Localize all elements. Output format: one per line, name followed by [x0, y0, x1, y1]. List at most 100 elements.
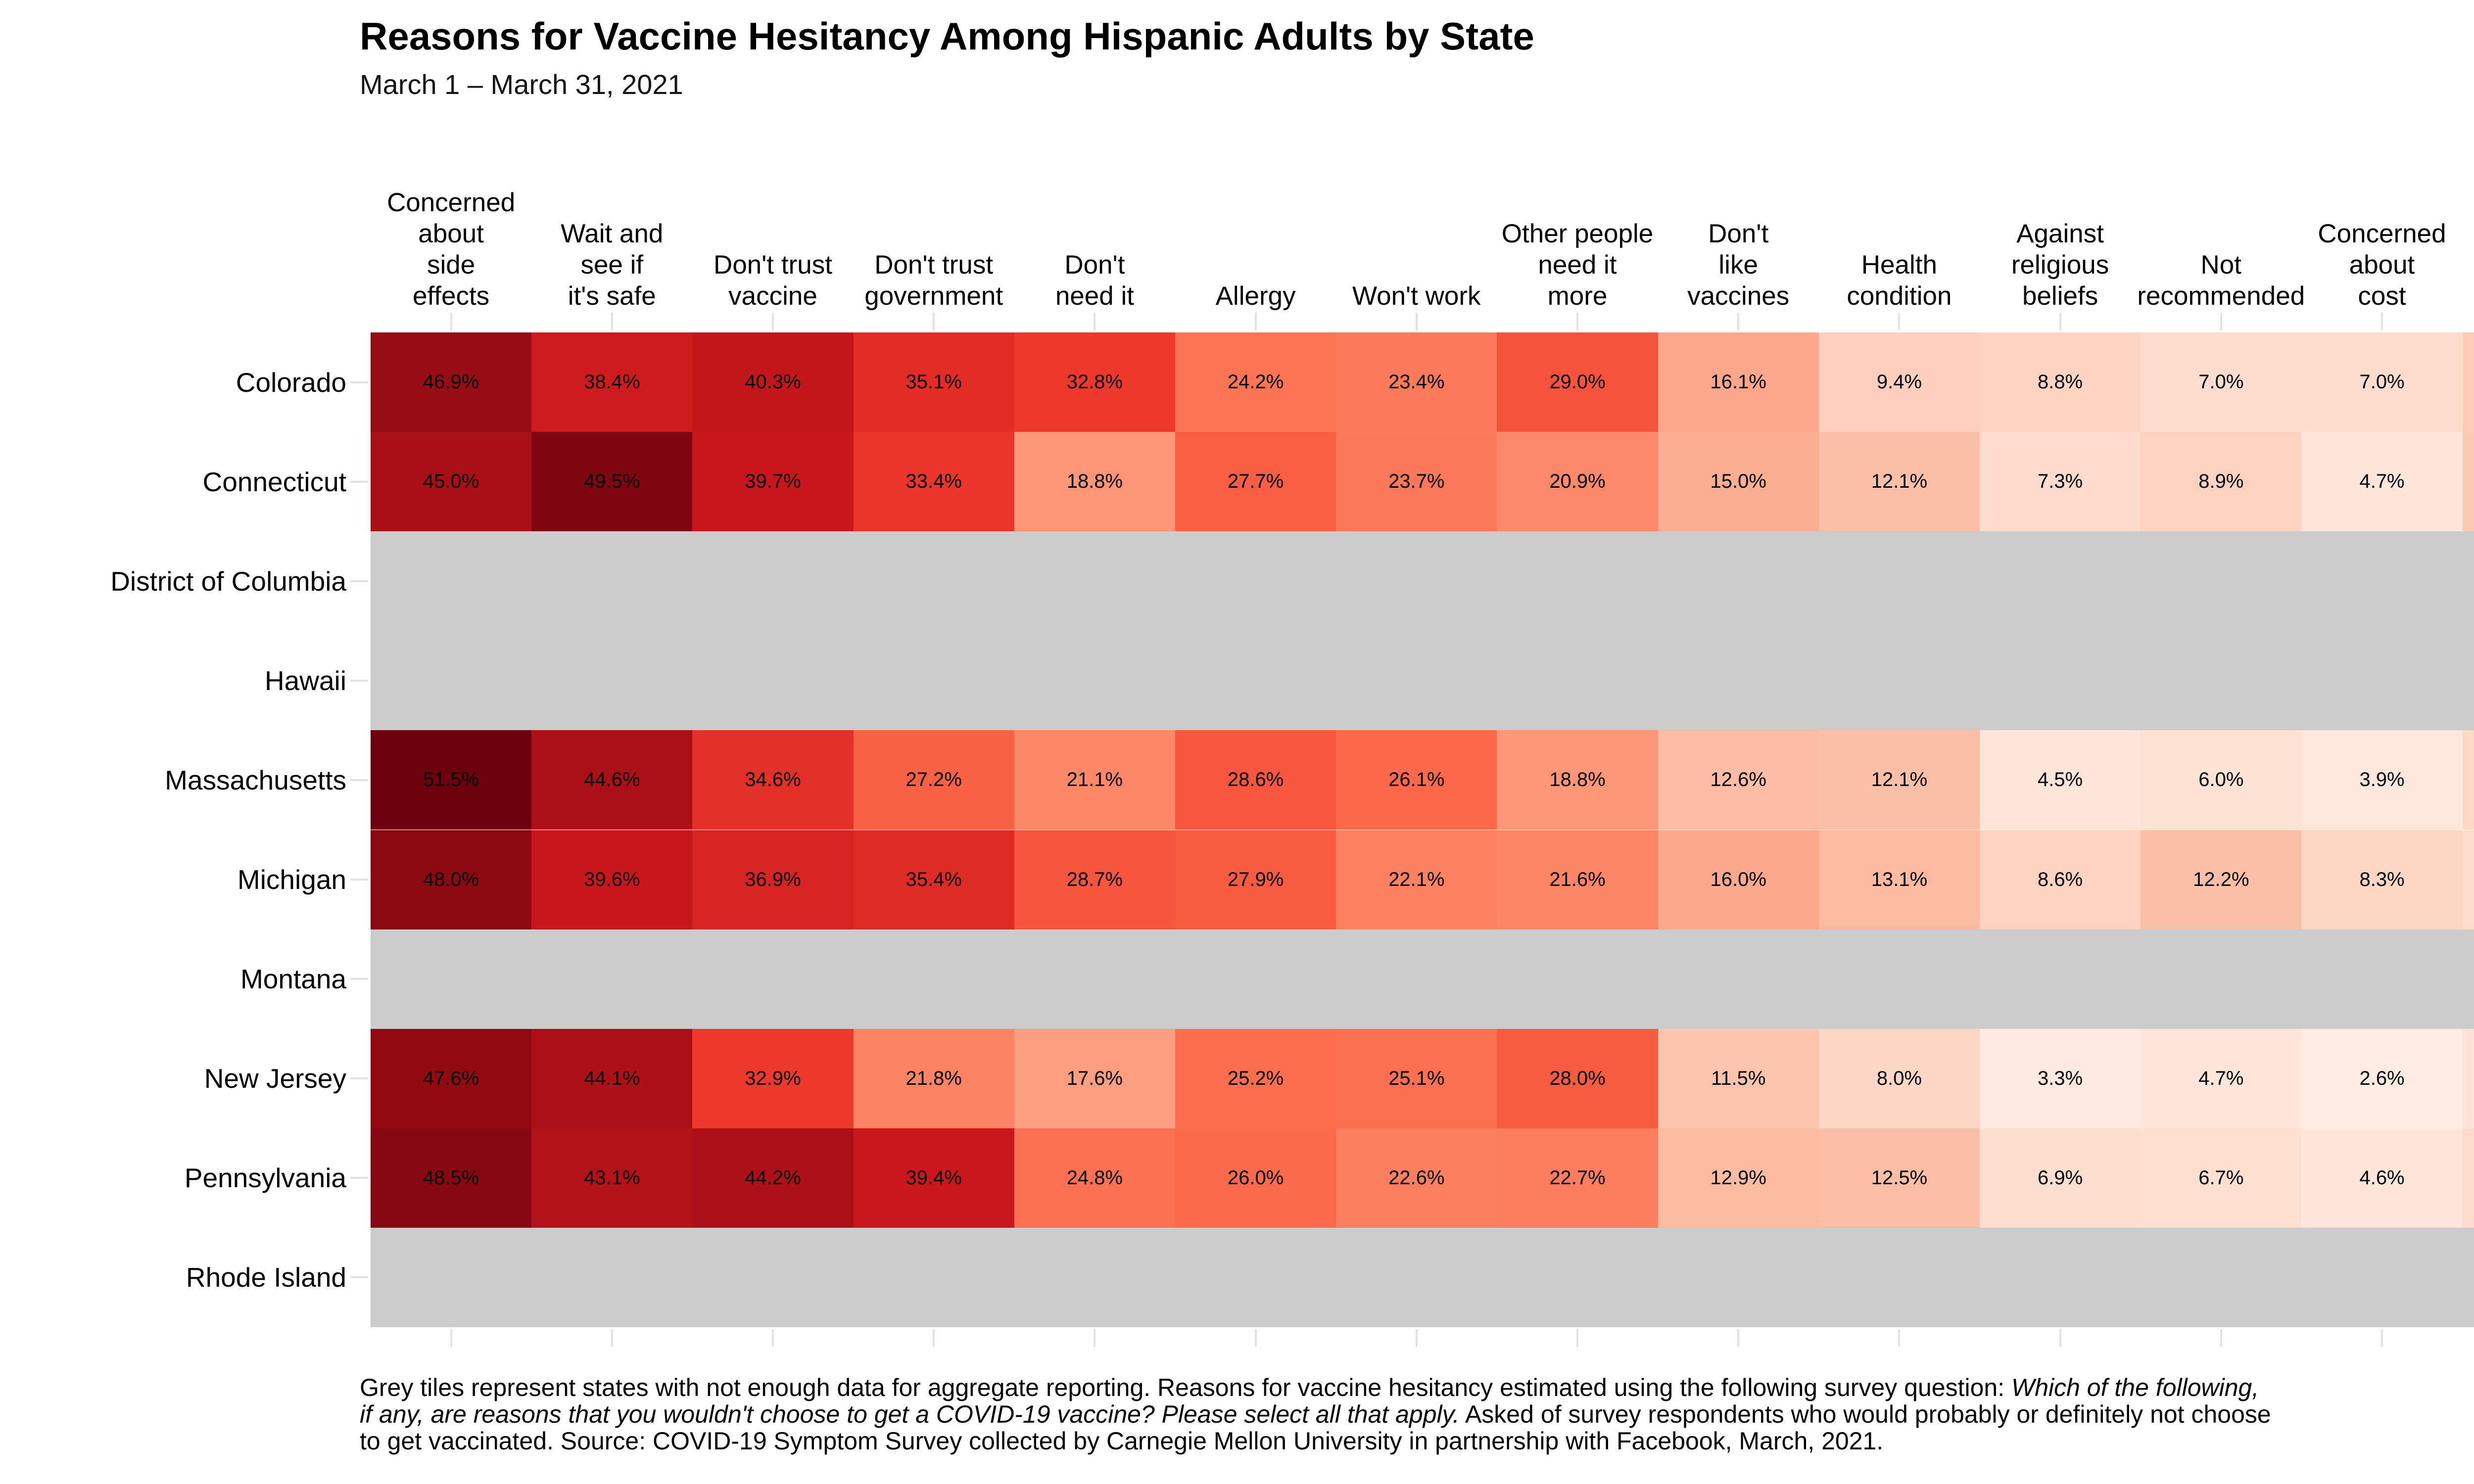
- heatmap-cell: 39.6%: [531, 830, 693, 929]
- cell-value: 49.5%: [584, 470, 640, 493]
- heatmap-cell: 10.5%: [2462, 432, 2474, 532]
- column-header: Wait and see if it's safe: [561, 219, 664, 311]
- axis-tick: [1094, 313, 1096, 330]
- axis-tick: [350, 1077, 368, 1080]
- axis-tick: [1254, 1329, 1257, 1347]
- cell-value: 29.0%: [1549, 371, 1606, 393]
- axis-tick: [1737, 1329, 1740, 1347]
- heatmap-cell: 22.6%: [1336, 1128, 1497, 1228]
- cell-value: 6.9%: [2038, 1166, 2083, 1189]
- heatmap-cell: [2462, 531, 2474, 631]
- axis-tick: [350, 480, 368, 483]
- column-header: Not recommended: [2137, 250, 2305, 311]
- cell-value: 26.0%: [1227, 1166, 1284, 1189]
- heatmap-cell: [1658, 1227, 1819, 1327]
- heatmap-cell: 29.0%: [1497, 332, 1658, 432]
- row-label: Colorado: [236, 367, 346, 398]
- heatmap-row: 46.9% 38.4% 40.3% 35.1% 32.8% 24.2% 23.4% 29.0%…: [371, 332, 2474, 432]
- heatmap-cell: 39.4%: [853, 1128, 1014, 1228]
- cell-value: 21.6%: [1549, 868, 1606, 890]
- heatmap-cell: 3.9%: [2301, 730, 2463, 830]
- cell-value: 7.0%: [2359, 371, 2405, 393]
- cell-value: 44.6%: [584, 769, 640, 791]
- heatmap-cell: 33.4%: [853, 432, 1014, 532]
- heatmap-cell: 28.7%: [1014, 830, 1176, 929]
- column-header: Pregnancy: [2463, 280, 2474, 312]
- cell-value: 51.5%: [423, 769, 479, 791]
- row-label: District of Columbia: [110, 565, 346, 597]
- heatmap-cell: 23.7%: [1336, 432, 1497, 532]
- heatmap-cell: [692, 531, 854, 631]
- heatmap-cell: [371, 929, 532, 1029]
- cell-value: 44.1%: [584, 1067, 640, 1089]
- heatmap-cell: [1497, 1227, 1658, 1327]
- cell-value: 8.0%: [1876, 1067, 1922, 1089]
- cell-value: 35.1%: [905, 371, 962, 393]
- axis-tick: [350, 381, 368, 383]
- heatmap-cell: 21.1%: [1014, 730, 1176, 830]
- heatmap-cell: 7.3%: [2462, 1128, 2474, 1228]
- heatmap-cell: [2301, 631, 2463, 731]
- heatmap-cell: 7.2%: [2462, 830, 2474, 929]
- axis-tick: [1898, 313, 1901, 330]
- heatmap-row: 48.5% 43.1% 44.2% 39.4% 24.8% 26.0% 22.6% 22.7%…: [371, 1128, 2474, 1228]
- cell-value: 27.9%: [1227, 868, 1284, 890]
- cell-value: 4.5%: [2038, 769, 2083, 791]
- cell-value: 12.2%: [2193, 868, 2249, 890]
- cell-value: 22.6%: [1388, 1166, 1445, 1189]
- axis-tick: [1576, 1329, 1578, 1347]
- axis-tick: [1898, 1329, 1901, 1347]
- heatmap-row: [371, 929, 2474, 1029]
- heatmap-cell: 26.0%: [1175, 1128, 1336, 1228]
- heatmap-cell: [1336, 1227, 1497, 1327]
- cell-value: 12.1%: [1871, 470, 1928, 493]
- column-header: Don't trust government: [864, 250, 1003, 311]
- cell-value: 13.1%: [1871, 868, 1928, 890]
- heatmap-cell: [1336, 929, 1497, 1029]
- heatmap-cell: 12.1%: [1818, 432, 1980, 532]
- cell-value: 36.9%: [745, 868, 801, 890]
- heatmap-cell: 12.1%: [1818, 730, 1980, 830]
- heatmap-cell: 9.4%: [1818, 332, 1980, 432]
- heatmap-cell: 46.9%: [371, 332, 532, 432]
- cell-value: 20.9%: [1549, 470, 1606, 493]
- heatmap-cell: [371, 631, 532, 731]
- row-label: Hawaii: [264, 665, 346, 696]
- heatmap-cell: 12.6%: [1658, 730, 1819, 830]
- heatmap-cell: 49.5%: [531, 432, 693, 532]
- heatmap-cell: 27.2%: [853, 730, 1014, 830]
- row-label: Massachusetts: [165, 764, 346, 795]
- heatmap-cell: 21.6%: [1497, 830, 1658, 929]
- heatmap-row: 51.5% 44.6% 34.6% 27.2% 21.1% 28.6% 26.1% 18.8%…: [371, 730, 2474, 830]
- heatmap-cell: 35.4%: [853, 830, 1014, 929]
- cell-value: 34.6%: [745, 769, 801, 791]
- cell-value: 12.6%: [1710, 769, 1766, 791]
- axis-tick: [2059, 1329, 2061, 1347]
- cell-value: 3.9%: [2359, 769, 2405, 791]
- heatmap-cell: 7.0%: [2141, 332, 2302, 432]
- heatmap-cell: [1014, 929, 1176, 1029]
- heatmap-cell: 17.6%: [1014, 1028, 1176, 1128]
- heatmap-cell: 6.0%: [2141, 730, 2302, 830]
- caption-line: to get vaccinated. Source: COVID-19 Symp…: [360, 1427, 1884, 1455]
- caption-line: Grey tiles represent states with not eno…: [360, 1374, 2259, 1401]
- cell-value: 48.5%: [423, 1166, 479, 1189]
- cell-value: 38.4%: [584, 371, 640, 393]
- cell-value: 40.3%: [745, 371, 801, 393]
- heatmap-cell: [1175, 631, 1336, 731]
- chart-subtitle: March 1 – March 31, 2021: [360, 69, 683, 100]
- heatmap-cell: 4.5%: [1980, 730, 2141, 830]
- heatmap-cell: [853, 929, 1014, 1029]
- cell-value: 28.6%: [1227, 769, 1284, 791]
- column-header: Allergy: [1215, 281, 1296, 311]
- heatmap-cell: [1658, 929, 1819, 1029]
- cell-value: 23.7%: [1388, 470, 1445, 493]
- heatmap-cell: 18.8%: [1014, 432, 1176, 532]
- heatmap-cell: [531, 531, 693, 631]
- heatmap-cell: [1980, 929, 2141, 1029]
- heatmap-cell: 48.0%: [371, 830, 532, 929]
- row-label: Connecticut: [202, 466, 346, 497]
- heatmap-cell: [1980, 1227, 2141, 1327]
- cell-value: 18.8%: [1549, 769, 1606, 791]
- cell-value: 9.4%: [1876, 371, 1922, 393]
